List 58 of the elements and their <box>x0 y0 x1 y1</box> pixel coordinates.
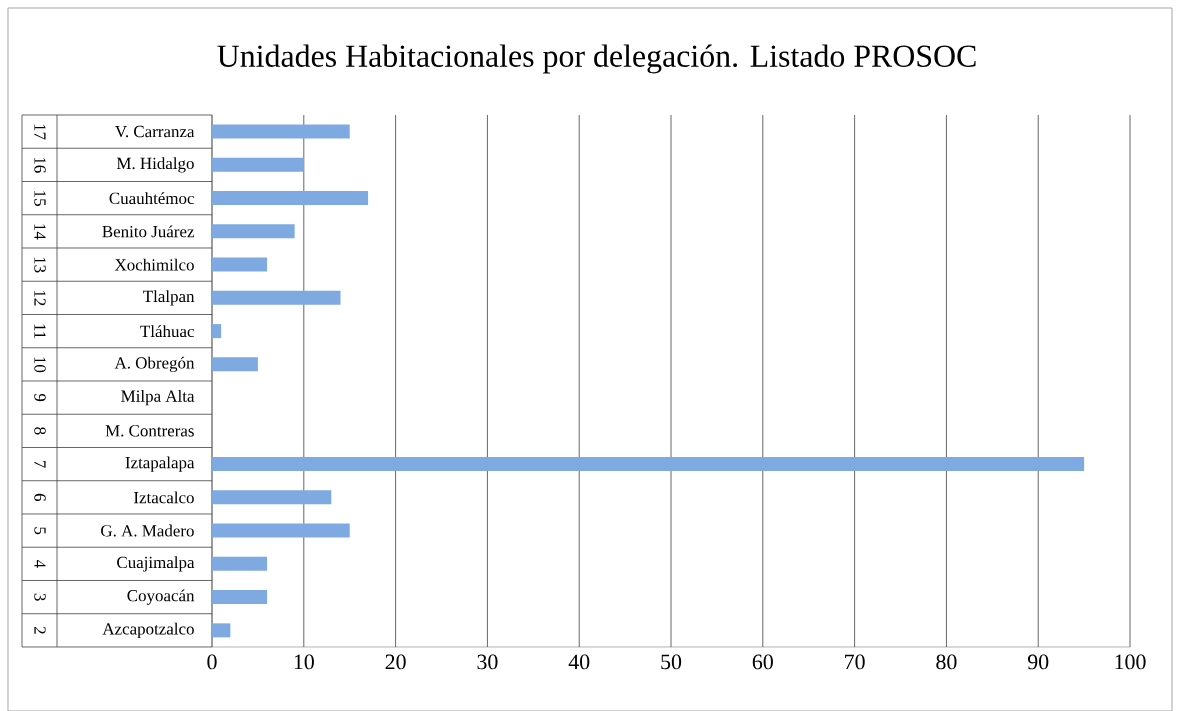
text: 16 <box>34 157 46 173</box>
text: 7 <box>34 460 46 468</box>
text: 11 <box>34 324 46 339</box>
x-tick-label: 50 <box>661 654 682 670</box>
y-tick-label: Iztacalco <box>133 491 194 504</box>
bar <box>212 357 258 372</box>
y-tick-label: M. Contreras <box>105 424 194 437</box>
bar <box>212 556 268 571</box>
x-tick-label: 0 <box>207 654 217 670</box>
bar <box>212 190 369 205</box>
y-tick-label: Benito Juárez <box>102 225 195 238</box>
text: 3 <box>34 593 46 601</box>
y-tick-label: Tlalpan <box>143 289 195 306</box>
x-tick-label: 60 <box>752 654 773 670</box>
text: 5 <box>34 527 46 534</box>
y-tick-label: M. Hidalgo <box>116 156 194 173</box>
bar <box>212 490 332 505</box>
x-tick-label: 40 <box>568 654 590 670</box>
y-tick-label: Xochimilco <box>114 258 194 271</box>
y-tick-label: Coyoacán <box>127 589 195 605</box>
text: 6 <box>34 493 46 501</box>
x-tick-label: 70 <box>845 654 865 670</box>
y-tick-label: Tláhuac <box>140 324 194 337</box>
y-tick-label: V. Carranza <box>115 125 195 138</box>
x-tick-label: 30 <box>477 654 498 670</box>
y-tick-label: A. Obregón <box>114 356 195 372</box>
text: 12 <box>34 290 46 306</box>
bar <box>212 323 222 338</box>
bar <box>212 157 304 172</box>
x-tick-label: 90 <box>1027 654 1049 670</box>
bar <box>212 623 231 638</box>
text: 4 <box>34 559 46 568</box>
text: 10 <box>34 357 46 372</box>
y-tick-label: G. A. Madero <box>101 524 194 537</box>
y-tick-label: Milpa Alta <box>121 389 195 406</box>
text: 9 <box>34 393 46 401</box>
y-tick-label: Cuauhtémoc <box>109 191 194 204</box>
chart-title: Unidades Habitacionales por delegación. Listado PROSOC <box>217 44 976 74</box>
text: 14 <box>34 224 46 240</box>
y-tick-label: Cuajimalpa <box>117 555 195 572</box>
bar <box>212 257 268 272</box>
bar <box>212 124 350 139</box>
bar <box>212 224 295 239</box>
y-tick-label: Azcapotzalco <box>102 622 194 638</box>
text: 15 <box>34 190 46 206</box>
bar <box>212 523 350 538</box>
y-tick-label: Iztapalapa <box>125 456 195 472</box>
text: 8 <box>34 427 46 435</box>
x-tick-label: 10 <box>294 654 314 670</box>
text: 13 <box>34 257 46 273</box>
x-tick-label: 20 <box>385 654 406 670</box>
text: 2 <box>34 626 46 634</box>
x-tick-label: 80 <box>936 654 957 670</box>
text: 17 <box>34 124 46 140</box>
bar <box>212 589 268 604</box>
bar <box>212 290 341 305</box>
bar <box>212 456 1085 471</box>
x-tick-label: 100 <box>1115 654 1146 670</box>
